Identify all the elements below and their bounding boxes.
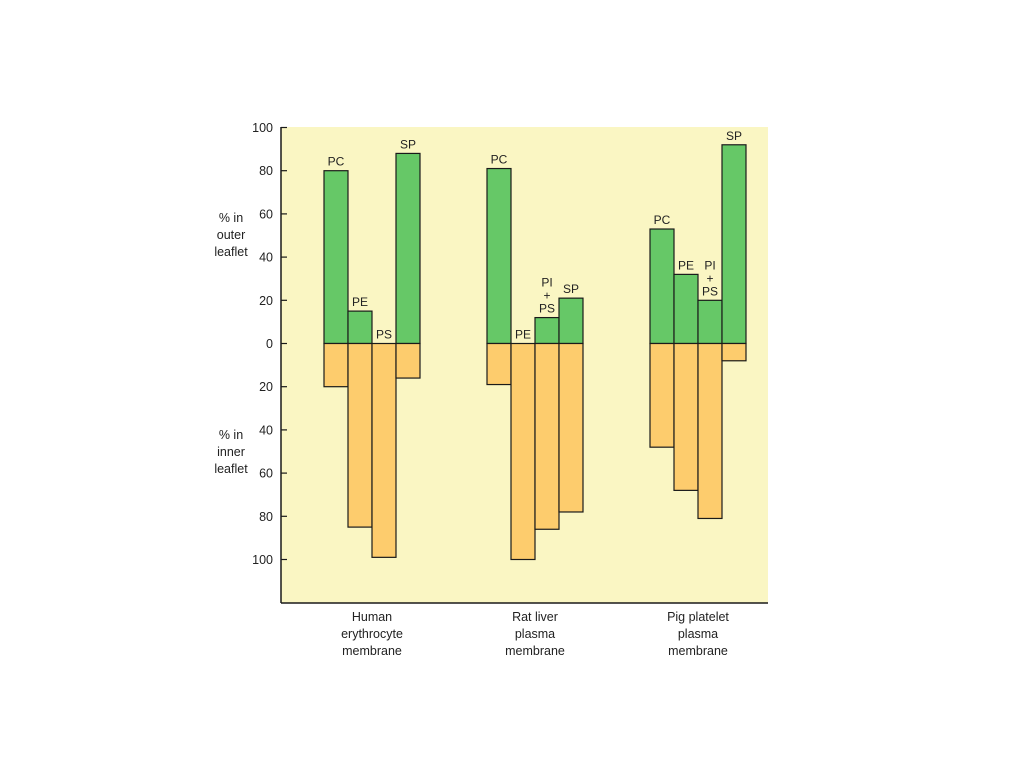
bar-outer-pe: [673, 273, 699, 345]
y-tick-label: 80: [259, 164, 273, 178]
bar-inner-sp: [558, 342, 584, 513]
bar-inner-pe: [673, 342, 699, 491]
bar-outer-pc: [323, 170, 349, 345]
y-label-outer: % in: [219, 211, 243, 225]
group-label: plasma: [678, 627, 718, 641]
bar-label-ps: PS: [376, 328, 392, 342]
y-tick-label: 0: [266, 337, 273, 351]
y-tick-label: 40: [259, 251, 273, 265]
bar-label-pips: PI: [541, 276, 552, 290]
bar-label-pips: PS: [539, 302, 555, 316]
bar-label-pips: PI: [704, 258, 715, 272]
bar-inner-pc: [323, 342, 349, 388]
bar-label-pips: PS: [702, 284, 718, 298]
bar-label-pe: PE: [352, 295, 368, 309]
bar-inner-sp: [721, 342, 747, 362]
group-label: plasma: [515, 627, 555, 641]
y-tick-label: 100: [252, 553, 273, 567]
y-tick-label: 60: [259, 207, 273, 221]
bar-outer-sp: [395, 152, 421, 345]
bar-inner-ps: [371, 342, 397, 558]
bar-inner-pc: [649, 342, 675, 448]
group-label: membrane: [342, 644, 402, 658]
group-label: erythrocyte: [341, 627, 403, 641]
y-tick-label: 80: [259, 510, 273, 524]
bar-outer-pc: [649, 228, 675, 345]
y-tick-label: 20: [259, 380, 273, 394]
y-label-inner: % in: [219, 428, 243, 442]
bar-label-pips: +: [543, 289, 550, 303]
bar-inner-pe: [347, 342, 373, 528]
bar-outer-pips: [697, 299, 723, 345]
bar-label-pc: PC: [491, 153, 508, 167]
bar-outer-pe: [347, 310, 373, 345]
bar-inner-pe: [510, 342, 536, 561]
y-tick-label: 40: [259, 423, 273, 437]
y-label-inner: leaflet: [214, 462, 248, 476]
group-labels: Human erythrocyte membrane Rat liver plasma m…: [341, 610, 729, 658]
y-label-outer: outer: [217, 228, 246, 242]
bar-inner-pc: [486, 342, 512, 386]
bar-inner-pips: [534, 342, 560, 530]
group-label: Pig platelet: [667, 610, 729, 624]
y-label-outer: leaflet: [214, 245, 248, 259]
y-tick-label: 100: [252, 121, 273, 135]
bar-label-sp: SP: [563, 282, 579, 296]
group-label: membrane: [505, 644, 565, 658]
bar-inner-pips: [697, 342, 723, 520]
bar-outer-pips: [534, 316, 560, 345]
bar-outer-sp: [558, 297, 584, 345]
group-label: Rat liver: [512, 610, 558, 624]
bars-layer: [323, 144, 747, 561]
y-tick-label: 60: [259, 467, 273, 481]
y-tick-label: 20: [259, 294, 273, 308]
bar-label-pc: PC: [328, 155, 345, 169]
bar-outer-sp: [721, 144, 747, 345]
bar-outer-pc: [486, 167, 512, 345]
group-label: membrane: [668, 644, 728, 658]
bar-label-sp: SP: [400, 137, 416, 151]
group-label: Human: [352, 610, 392, 624]
y-ticks: 100 80 60 40 20 0 20 40 60 80 100: [252, 121, 287, 567]
bar-label-pips: +: [706, 271, 713, 285]
bar-label-sp: SP: [726, 129, 742, 143]
bar-inner-sp: [395, 342, 421, 379]
bar-label-pe: PE: [678, 258, 694, 272]
bar-label-pc: PC: [654, 213, 671, 227]
y-label-inner: inner: [217, 445, 245, 459]
y-axis-labels: % in outer leaflet % in inner leaflet: [214, 211, 248, 476]
bar-label-pe: PE: [515, 328, 531, 342]
